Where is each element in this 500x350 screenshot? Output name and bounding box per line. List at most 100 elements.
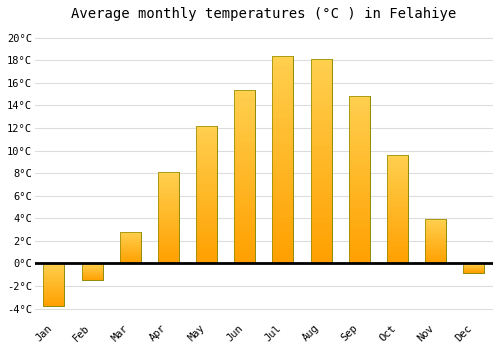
Bar xyxy=(120,260,141,261)
Bar xyxy=(310,156,332,161)
Bar xyxy=(272,66,293,71)
Bar xyxy=(349,180,370,184)
Bar xyxy=(44,296,64,297)
Bar xyxy=(349,150,370,155)
Bar xyxy=(234,90,256,94)
Bar xyxy=(234,133,256,137)
Bar xyxy=(196,126,217,264)
Bar xyxy=(82,277,102,278)
Bar xyxy=(158,261,179,264)
Bar xyxy=(158,204,179,206)
Bar xyxy=(310,207,332,212)
Bar xyxy=(310,110,332,115)
Bar xyxy=(158,172,179,264)
Bar xyxy=(387,196,408,198)
Bar xyxy=(310,166,332,172)
Bar xyxy=(272,154,293,160)
Bar xyxy=(387,174,408,177)
Bar xyxy=(310,85,332,90)
Bar xyxy=(387,177,408,180)
Bar xyxy=(158,250,179,252)
Bar xyxy=(387,206,408,209)
Bar xyxy=(120,232,141,264)
Bar xyxy=(387,245,408,247)
Bar xyxy=(158,240,179,243)
Bar xyxy=(272,113,293,118)
Bar xyxy=(120,244,141,245)
Bar xyxy=(82,275,102,276)
Bar xyxy=(120,234,141,235)
Bar xyxy=(387,155,408,264)
Bar xyxy=(310,187,332,192)
Bar xyxy=(82,264,102,265)
Bar xyxy=(349,255,370,259)
Bar xyxy=(196,198,217,202)
Bar xyxy=(82,270,102,271)
Bar xyxy=(158,190,179,192)
Bar xyxy=(44,300,64,301)
Bar xyxy=(310,90,332,95)
Bar xyxy=(426,243,446,244)
Bar xyxy=(387,166,408,169)
Bar xyxy=(310,151,332,156)
Bar xyxy=(234,229,256,233)
Bar xyxy=(44,305,64,306)
Bar xyxy=(387,185,408,188)
Bar xyxy=(120,242,141,243)
Bar xyxy=(349,130,370,134)
Bar xyxy=(44,293,64,294)
Bar xyxy=(310,95,332,100)
Bar xyxy=(196,202,217,205)
Bar xyxy=(272,170,293,175)
Bar xyxy=(387,234,408,236)
Bar xyxy=(234,129,256,133)
Bar xyxy=(349,197,370,201)
Bar xyxy=(310,59,332,64)
Bar xyxy=(387,236,408,239)
Bar xyxy=(234,142,256,146)
Bar xyxy=(272,160,293,165)
Bar xyxy=(196,184,217,188)
Bar xyxy=(234,224,256,229)
Bar xyxy=(272,71,293,76)
Bar xyxy=(349,238,370,243)
Bar xyxy=(387,256,408,258)
Bar xyxy=(426,248,446,249)
Bar xyxy=(120,251,141,252)
Bar xyxy=(158,172,179,264)
Bar xyxy=(44,274,64,275)
Bar xyxy=(464,264,484,273)
Bar xyxy=(44,282,64,283)
Bar xyxy=(120,233,141,234)
Bar xyxy=(426,238,446,239)
Bar xyxy=(426,236,446,237)
Bar xyxy=(44,281,64,282)
Bar xyxy=(426,229,446,230)
Bar xyxy=(387,155,408,158)
Bar xyxy=(426,230,446,232)
Bar xyxy=(349,172,370,176)
Bar xyxy=(196,136,217,139)
Bar xyxy=(196,226,217,229)
Bar xyxy=(196,177,217,181)
Bar xyxy=(387,231,408,234)
Bar xyxy=(158,172,179,174)
Bar xyxy=(272,201,293,206)
Bar xyxy=(272,82,293,87)
Bar xyxy=(349,209,370,213)
Bar xyxy=(310,126,332,131)
Bar xyxy=(387,239,408,242)
Bar xyxy=(387,212,408,215)
Bar xyxy=(196,126,217,129)
Bar xyxy=(158,213,179,216)
Bar xyxy=(196,219,217,222)
Bar xyxy=(272,222,293,227)
Bar xyxy=(426,258,446,259)
Bar xyxy=(120,241,141,242)
Bar xyxy=(196,170,217,174)
Bar xyxy=(196,215,217,219)
Bar xyxy=(234,90,256,264)
Bar xyxy=(387,190,408,193)
Bar xyxy=(426,225,446,226)
Bar xyxy=(349,96,370,100)
